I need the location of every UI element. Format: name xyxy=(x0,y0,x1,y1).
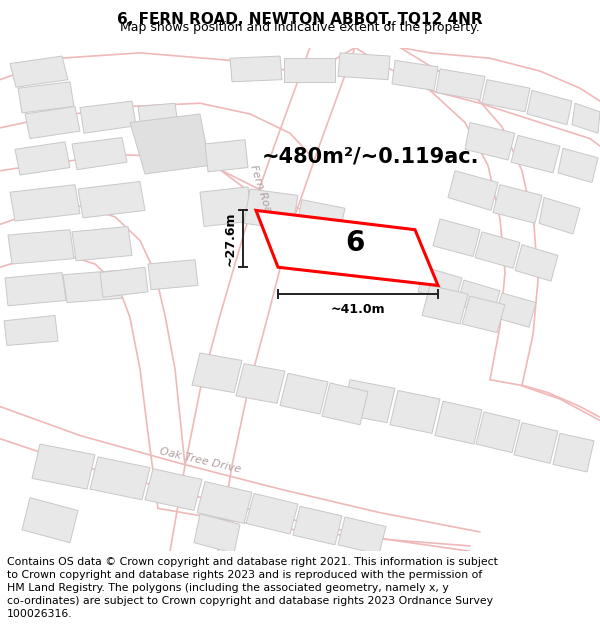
Text: ~27.6m: ~27.6m xyxy=(224,212,237,266)
Polygon shape xyxy=(10,56,68,87)
Polygon shape xyxy=(322,383,368,425)
Polygon shape xyxy=(342,380,395,423)
Text: co-ordinates) are subject to Crown copyright and database rights 2023 Ordnance S: co-ordinates) are subject to Crown copyr… xyxy=(7,596,493,606)
Text: 6, FERN ROAD, NEWTON ABBOT, TQ12 4NR: 6, FERN ROAD, NEWTON ABBOT, TQ12 4NR xyxy=(117,12,483,27)
Polygon shape xyxy=(476,412,520,452)
Polygon shape xyxy=(422,286,468,324)
Polygon shape xyxy=(246,493,298,534)
Text: 100026316.: 100026316. xyxy=(7,609,73,619)
Polygon shape xyxy=(284,58,335,82)
Polygon shape xyxy=(338,517,386,554)
Polygon shape xyxy=(100,268,148,298)
Polygon shape xyxy=(390,391,440,433)
Polygon shape xyxy=(338,53,390,79)
Polygon shape xyxy=(558,148,598,182)
Text: ~480m²/~0.119ac.: ~480m²/~0.119ac. xyxy=(261,147,479,167)
Polygon shape xyxy=(145,469,202,511)
Polygon shape xyxy=(25,106,80,139)
Polygon shape xyxy=(539,198,580,234)
Polygon shape xyxy=(78,181,145,218)
Polygon shape xyxy=(148,260,198,290)
Polygon shape xyxy=(63,271,122,302)
Polygon shape xyxy=(72,226,132,261)
Polygon shape xyxy=(457,280,500,316)
Polygon shape xyxy=(197,482,252,523)
Polygon shape xyxy=(495,293,536,328)
Polygon shape xyxy=(32,444,95,489)
Polygon shape xyxy=(436,69,485,100)
Polygon shape xyxy=(5,272,66,306)
Polygon shape xyxy=(4,316,58,346)
Text: Contains OS data © Crown copyright and database right 2021. This information is : Contains OS data © Crown copyright and d… xyxy=(7,557,498,567)
Polygon shape xyxy=(295,200,345,241)
Polygon shape xyxy=(244,189,298,230)
Polygon shape xyxy=(10,185,80,221)
Text: HM Land Registry. The polygons (including the associated geometry, namely x, y: HM Land Registry. The polygons (includin… xyxy=(7,583,449,593)
Polygon shape xyxy=(192,353,242,392)
Polygon shape xyxy=(553,433,594,472)
Polygon shape xyxy=(515,245,558,281)
Polygon shape xyxy=(22,498,78,542)
Polygon shape xyxy=(236,364,285,403)
Polygon shape xyxy=(90,457,150,500)
Polygon shape xyxy=(514,422,558,463)
Polygon shape xyxy=(433,219,480,256)
Text: Map shows position and indicative extent of the property.: Map shows position and indicative extent… xyxy=(120,21,480,34)
Polygon shape xyxy=(418,268,462,302)
Polygon shape xyxy=(15,142,70,175)
Polygon shape xyxy=(482,79,530,112)
Polygon shape xyxy=(475,232,520,268)
Polygon shape xyxy=(527,91,572,124)
Polygon shape xyxy=(462,296,505,333)
Polygon shape xyxy=(138,103,178,128)
Polygon shape xyxy=(8,230,74,264)
Polygon shape xyxy=(205,139,248,172)
Polygon shape xyxy=(511,136,560,173)
Polygon shape xyxy=(280,373,328,414)
Polygon shape xyxy=(200,187,252,226)
Polygon shape xyxy=(18,82,74,113)
Text: 6: 6 xyxy=(345,229,364,257)
Polygon shape xyxy=(435,401,482,444)
Polygon shape xyxy=(392,61,438,91)
Text: Fern Road: Fern Road xyxy=(248,164,275,221)
Polygon shape xyxy=(572,103,600,133)
Text: Oak Tree Drive: Oak Tree Drive xyxy=(158,446,242,474)
Polygon shape xyxy=(130,114,210,174)
Polygon shape xyxy=(230,56,282,82)
Polygon shape xyxy=(448,171,498,211)
Polygon shape xyxy=(493,185,542,223)
Polygon shape xyxy=(465,122,515,160)
Polygon shape xyxy=(72,138,127,169)
Polygon shape xyxy=(256,211,438,286)
Text: to Crown copyright and database rights 2023 and is reproduced with the permissio: to Crown copyright and database rights 2… xyxy=(7,570,482,580)
Polygon shape xyxy=(194,514,240,553)
Polygon shape xyxy=(80,101,136,133)
Polygon shape xyxy=(293,506,342,545)
Text: ~41.0m: ~41.0m xyxy=(331,302,385,316)
